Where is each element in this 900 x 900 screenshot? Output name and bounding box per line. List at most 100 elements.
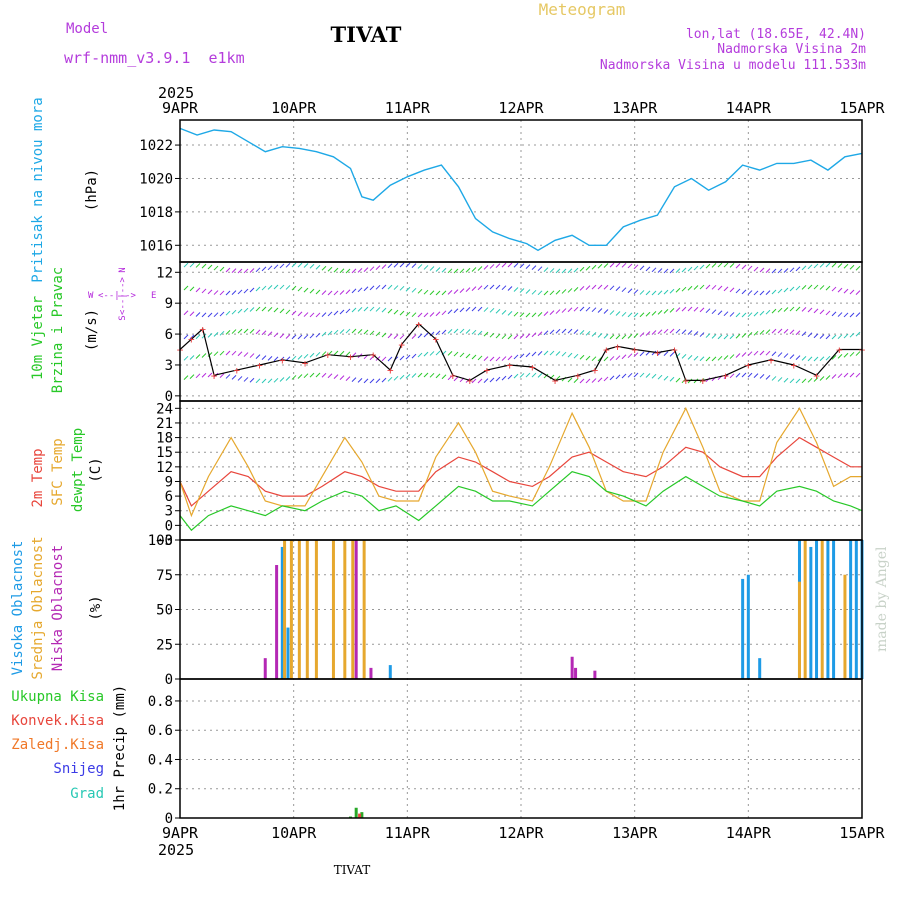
wind-barb <box>543 350 549 356</box>
wind-barb <box>429 290 435 296</box>
wind-barb <box>225 350 231 356</box>
wind-barb <box>603 333 609 339</box>
wind-barb <box>375 378 381 384</box>
wind-barb <box>459 288 465 293</box>
wind-barb <box>843 333 849 339</box>
wind-barb <box>207 312 213 318</box>
wind-barb <box>819 376 825 381</box>
wind-barb <box>411 263 417 269</box>
x-tick-label-top: 10APR <box>271 99 317 117</box>
wind-barb <box>237 289 243 295</box>
wind-barb <box>789 267 795 273</box>
wind-barb <box>249 377 255 383</box>
y-tick-label: 9 <box>165 296 173 312</box>
wind-barb <box>645 311 651 317</box>
wind-barb <box>453 289 459 294</box>
wind-barb <box>759 329 765 335</box>
wind-barb <box>759 310 765 316</box>
wind-barb <box>183 334 189 340</box>
wind-barb <box>219 373 225 378</box>
wind-barb <box>729 287 735 293</box>
wind-barb <box>627 372 633 378</box>
wind-barb <box>237 328 243 334</box>
wind-barb <box>843 312 849 318</box>
wind-barb <box>459 307 465 313</box>
tsfc-line <box>179 406 862 518</box>
mid-cloud-bar <box>820 540 824 679</box>
wind-barb <box>567 352 573 358</box>
wind-barb <box>351 377 357 382</box>
wind-barb <box>381 332 387 338</box>
wind-barb <box>453 376 459 382</box>
wind-barb <box>225 329 231 335</box>
wind-barb <box>843 372 849 378</box>
wind-barb <box>393 309 399 315</box>
wind-gust-marker: + <box>603 344 610 357</box>
x-tick-label-bottom: 12APR <box>498 824 544 842</box>
wind-barb <box>489 356 495 362</box>
wind-barb <box>567 377 573 383</box>
wind-barb <box>753 330 759 336</box>
wind-barb <box>831 334 837 340</box>
y-tick-label: 0.8 <box>148 694 173 710</box>
wind-barb <box>573 267 579 273</box>
wind-barb <box>651 290 657 296</box>
wind-barb <box>819 309 825 315</box>
wind-barb <box>573 353 579 359</box>
wind-barb <box>477 330 483 336</box>
wind-barb <box>393 285 399 290</box>
low-cloud-bar <box>354 540 358 679</box>
wind-barb <box>369 378 375 384</box>
wind-barb <box>771 268 777 274</box>
wind-barb <box>201 353 207 358</box>
wind-barb <box>771 351 777 357</box>
wind-barb <box>429 351 435 356</box>
wind-barb <box>381 356 387 362</box>
wind-barb <box>465 329 471 334</box>
y-tick-label: −3 <box>156 533 173 549</box>
wind-barb <box>381 377 387 383</box>
wind-barb <box>345 268 351 274</box>
wind-barb <box>495 263 501 268</box>
wind-barb <box>273 307 279 313</box>
wind-barb <box>453 328 459 334</box>
wind-barb <box>729 354 735 359</box>
x-tick-label-bottom: 14APR <box>726 824 772 842</box>
wind-barb <box>651 373 657 379</box>
wind-barb <box>705 284 711 290</box>
wind-barb <box>345 351 351 357</box>
wind-barb <box>543 267 549 273</box>
wind-barb <box>591 264 597 270</box>
wind-barb <box>639 290 645 295</box>
wind-gust-marker: + <box>398 338 405 351</box>
wind-barb <box>645 266 651 272</box>
wind-barb <box>795 378 801 384</box>
y-tick-label: 12 <box>156 460 173 476</box>
wind-barb <box>567 328 573 334</box>
wind-barb <box>789 354 795 359</box>
wind-barb <box>423 351 429 357</box>
wind-barb <box>309 312 315 318</box>
wind-barb <box>543 330 549 336</box>
wind-label-1: 10m Vjetar <box>30 296 46 380</box>
wind-barb <box>579 354 585 360</box>
wind-barb <box>561 308 567 313</box>
wind-barb <box>453 268 459 274</box>
model-elevation-label: Nadmorska Visina u modelu 111.533m <box>600 58 866 73</box>
wind-barb <box>255 329 261 335</box>
wind-gust-marker: + <box>592 364 599 377</box>
wind-gust-marker: + <box>302 357 309 370</box>
chart-title: Meteogram <box>539 0 626 19</box>
wind-barb <box>843 288 849 294</box>
wind-gust-marker: + <box>683 374 690 387</box>
high-cloud-bar <box>809 546 813 679</box>
x-tick-label-bottom: 9APR <box>162 824 199 842</box>
wind-barb <box>711 284 717 290</box>
wind-barb <box>813 333 819 339</box>
wind-speed-line <box>179 322 862 382</box>
wind-barb <box>591 356 597 362</box>
wind-barb <box>213 265 219 271</box>
wind-barb <box>627 288 633 294</box>
wind-barb <box>483 331 489 337</box>
wind-barb <box>699 264 705 270</box>
